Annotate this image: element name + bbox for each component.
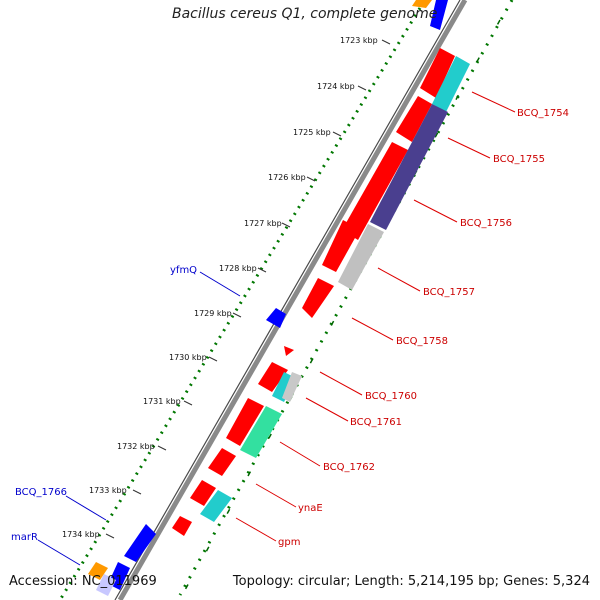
feature-orange[interactable] <box>412 0 432 8</box>
gene-label[interactable]: BCQ_1755 <box>493 154 545 165</box>
gene-label[interactable]: BCQ_1760 <box>365 391 417 402</box>
right-leader-lines <box>235 91 516 542</box>
gene-reverse[interactable] <box>124 524 156 562</box>
gene-label[interactable]: BCQ_1762 <box>323 462 375 473</box>
gene-cds[interactable] <box>190 480 216 506</box>
tick-label: 1723 kbp <box>340 36 378 45</box>
gene-label[interactable]: marR <box>11 532 38 543</box>
gene-cds[interactable] <box>284 346 294 356</box>
gene-label[interactable]: gpm <box>278 537 300 548</box>
feature-purple[interactable] <box>370 104 448 230</box>
feature-green[interactable] <box>240 406 282 458</box>
feature-cyan[interactable] <box>200 490 232 522</box>
gc-track-right <box>178 0 514 596</box>
tick-label: 1729 kbp <box>194 309 232 318</box>
gene-label[interactable]: BCQ_1761 <box>350 417 402 428</box>
gene-cds[interactable] <box>208 448 236 476</box>
tick-label: 1731 kbp <box>143 397 181 406</box>
gene-cds[interactable] <box>396 96 432 142</box>
feature-orange[interactable] <box>88 562 108 580</box>
genome-summary: Topology: circular; Length: 5,214,195 bp… <box>232 574 590 589</box>
left-leader-lines <box>37 271 241 566</box>
genome-backbone-inner <box>114 0 461 600</box>
accession-text: Accession: NC_011969 <box>9 574 157 589</box>
tick-label: 1724 kbp <box>317 82 355 91</box>
feature-cyan[interactable] <box>432 56 470 112</box>
tick-label: 1727 kbp <box>244 219 282 228</box>
tick-label: 1730 kbp <box>169 353 207 362</box>
gene-reverse[interactable] <box>266 308 286 328</box>
forward-genes <box>172 48 455 536</box>
map-title: Bacillus cereus Q1, complete genome <box>172 6 438 22</box>
tick-label: 1728 kbp <box>219 264 257 273</box>
gene-reverse[interactable] <box>430 0 448 30</box>
tick-label: 1725 kbp <box>293 128 331 137</box>
gene-label[interactable]: BCQ_1756 <box>460 218 512 229</box>
gene-cds[interactable] <box>226 398 264 446</box>
gene-cds[interactable] <box>258 362 288 392</box>
feature-gray[interactable] <box>282 372 302 402</box>
gene-cds[interactable] <box>342 142 408 240</box>
tick-label: 1734 kbp <box>62 530 100 539</box>
gc-track-left <box>58 7 422 600</box>
gene-cds[interactable] <box>172 516 192 536</box>
gene-cds[interactable] <box>322 220 360 272</box>
tick-marks <box>105 39 391 539</box>
gene-label[interactable]: BCQ_1766 <box>15 487 67 498</box>
gene-cds[interactable] <box>302 278 334 318</box>
feature-lavender[interactable] <box>96 574 116 596</box>
tick-label: 1726 kbp <box>268 173 306 182</box>
gene-label[interactable]: BCQ_1758 <box>396 336 448 347</box>
tick-label: 1732 kbp <box>117 442 155 451</box>
gene-label[interactable]: yfmQ <box>170 265 197 276</box>
gene-label[interactable]: BCQ_1754 <box>517 108 569 119</box>
genome-backbone <box>117 0 468 600</box>
gene-label[interactable]: BCQ_1757 <box>423 287 475 298</box>
tick-label: 1733 kbp <box>89 486 127 495</box>
feature-gray[interactable] <box>338 224 384 290</box>
gene-label[interactable]: ynaE <box>298 503 323 514</box>
gene-cds[interactable] <box>420 48 455 98</box>
